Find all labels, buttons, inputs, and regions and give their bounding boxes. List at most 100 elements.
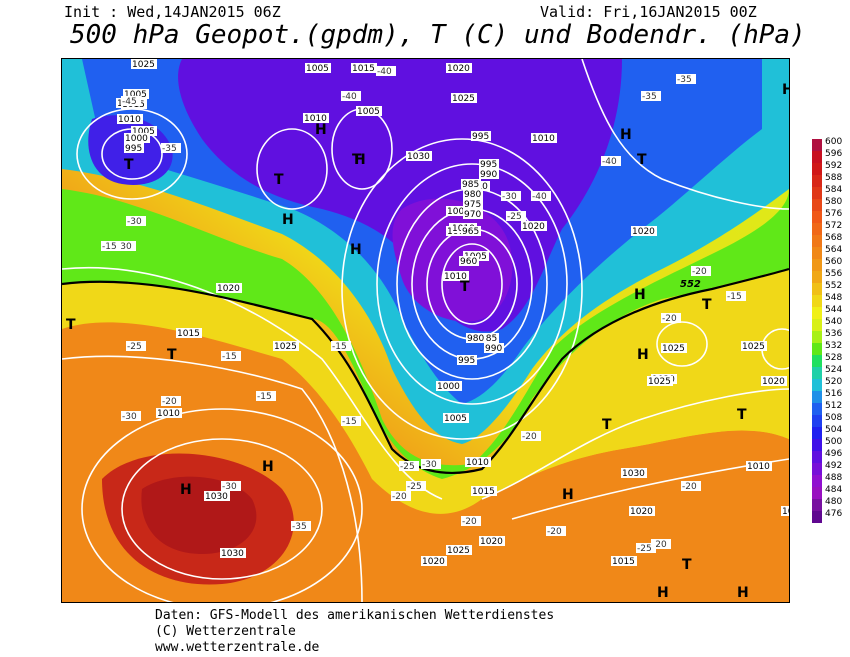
- isobar-label: 1020: [632, 227, 655, 237]
- temperature-label-bg: [101, 241, 121, 251]
- isobar-label: 965: [462, 227, 479, 237]
- legend-swatch: [812, 211, 822, 223]
- isobar-label: 1030: [407, 152, 430, 162]
- temperature-label-bg: [291, 521, 311, 531]
- temperature-label: -35: [642, 92, 657, 102]
- temperature-label-bg: [406, 481, 426, 491]
- isobar-label: 1020: [217, 284, 240, 294]
- isobar-label: 1030: [205, 492, 228, 502]
- legend-label: 584: [825, 185, 842, 195]
- temperature-label: -40: [532, 192, 547, 202]
- isobar-label-bg: [436, 381, 462, 391]
- temperature-label: -25: [400, 462, 415, 472]
- isobar-label: 990: [485, 344, 502, 354]
- isobar-label-bg: [611, 556, 637, 566]
- isobar-label-bg: [303, 113, 329, 123]
- legend-swatch: [812, 367, 822, 379]
- temperature-label-bg: [636, 543, 656, 553]
- legend-label: 524: [825, 365, 842, 375]
- temperature-label-bg: [601, 156, 621, 166]
- isobar-label-bg: [463, 209, 483, 219]
- isobar-label-bg: [761, 376, 787, 386]
- legend-swatch: [812, 187, 822, 199]
- high-pressure-marker: H: [657, 585, 669, 601]
- temperature-label-bg: [661, 313, 681, 323]
- isobar-label: 1020: [630, 507, 653, 517]
- isobar-label-bg: [781, 506, 789, 516]
- low-pressure-marker: T: [682, 557, 692, 573]
- isobar-label-bg: [305, 63, 331, 73]
- isobar-label: 1005: [124, 90, 147, 100]
- legend-label: 556: [825, 269, 842, 279]
- temperature-label: -15: [332, 342, 347, 352]
- legend-label: 484: [825, 485, 842, 495]
- temperature-label: -20: [162, 397, 177, 407]
- footer-copyright: (C) Wetterzentrale: [155, 624, 296, 639]
- yellow-band: [62, 269, 789, 514]
- valid-time: Valid: Fri,16JAN2015 00Z: [540, 3, 757, 21]
- legend-swatch: [812, 427, 822, 439]
- isobar-label: 1025: [782, 507, 790, 517]
- isobar-label-bg: [176, 328, 202, 338]
- temperature-label-bg: [121, 96, 141, 106]
- legend-label: 516: [825, 389, 842, 399]
- legend-swatch: [812, 163, 822, 175]
- isobar-label-bg: [273, 341, 299, 351]
- isobar-label: 960: [460, 257, 477, 267]
- temperature-label: -40: [602, 157, 617, 167]
- legend-swatch: [812, 487, 822, 499]
- legend-swatch: [812, 415, 822, 427]
- low-pressure-marker: T: [167, 347, 177, 363]
- legend-label: 572: [825, 221, 842, 231]
- isobar-label: 1020: [422, 557, 445, 567]
- low-pressure-marker: T: [637, 152, 647, 168]
- isobar-label: 1005: [132, 127, 155, 137]
- isobar-label-bg: [443, 413, 469, 423]
- legend-swatch: [812, 391, 822, 403]
- isobar-label-bg: [131, 126, 157, 136]
- temperature-label: -20: [547, 527, 562, 537]
- isobar-label-bg: [621, 468, 647, 478]
- isobar-label: 1015: [352, 64, 375, 74]
- temperature-label-bg: [161, 143, 181, 153]
- temperature-label: -30: [222, 482, 237, 492]
- isobar-label-bg: [479, 159, 499, 169]
- isobar-label: 1005: [306, 64, 329, 74]
- isobar-label-bg: [463, 199, 483, 209]
- isobar-label: 1010: [532, 134, 555, 144]
- isobar-label-bg: [661, 343, 687, 353]
- isobar-label: 1005: [357, 107, 380, 117]
- temperature-label-bg: [341, 91, 361, 101]
- legend-swatch: [812, 259, 822, 271]
- low-pressure-marker: T: [737, 407, 747, 423]
- isobar-label-bg: [356, 106, 382, 116]
- high-pressure-marker: H: [634, 287, 646, 303]
- legend-swatch: [812, 511, 822, 523]
- isobar-label-bg: [406, 151, 432, 161]
- low-pressure-marker: T: [274, 172, 284, 188]
- temperature-label-bg: [681, 481, 701, 491]
- legend-label: 588: [825, 173, 842, 183]
- legend-swatch: [812, 331, 822, 343]
- legend-swatch: [812, 175, 822, 187]
- temperature-label: -15: [257, 392, 272, 402]
- isobar-label-bg: [123, 89, 149, 99]
- low-pressure-marker: T: [66, 317, 76, 333]
- temperature-label-bg: [421, 459, 441, 469]
- isobar-label: 1010: [304, 114, 327, 124]
- isobar-label-bg: [443, 271, 469, 281]
- legend-label: 488: [825, 473, 842, 483]
- temperature-label: -25: [127, 342, 142, 352]
- isobar-label: 1005: [444, 414, 467, 424]
- temperature-label: -25: [637, 544, 652, 554]
- legend-swatch: [812, 235, 822, 247]
- isobar-label-bg: [131, 59, 157, 69]
- legend-label: 544: [825, 305, 842, 315]
- temperature-label: -25: [507, 212, 522, 222]
- temperature-label-bg: [221, 351, 241, 361]
- isobar-label-bg: [421, 556, 447, 566]
- isobar-label: 970: [464, 210, 481, 220]
- legend-label: 564: [825, 245, 842, 255]
- high-pressure-marker: H: [180, 482, 192, 498]
- isobar-label-bg: [471, 486, 497, 496]
